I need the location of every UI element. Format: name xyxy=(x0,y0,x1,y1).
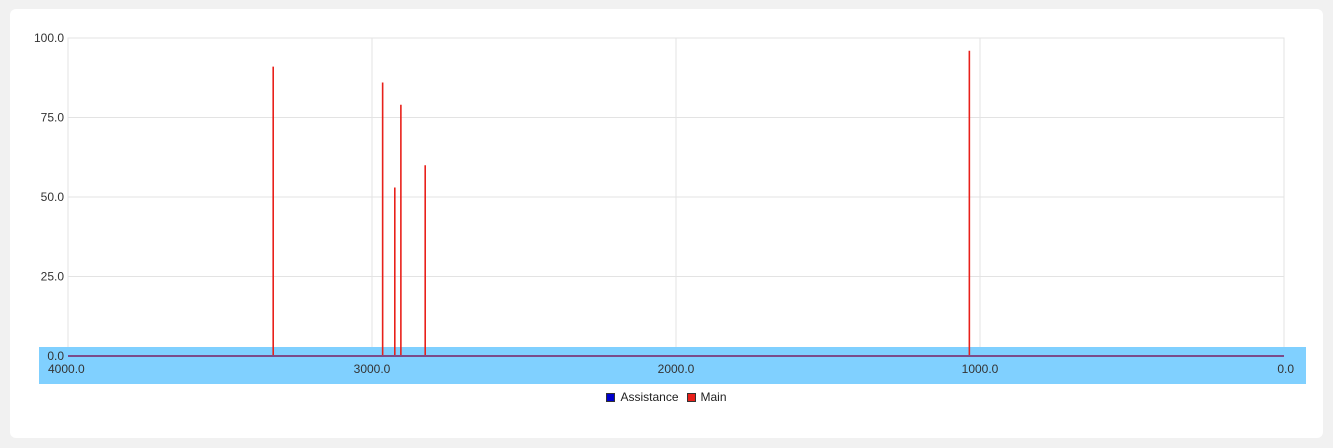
y-tick-label: 75.0 xyxy=(41,111,65,125)
legend-swatch-assistance xyxy=(606,392,616,402)
x-tick-label: 2000.0 xyxy=(658,362,695,376)
legend-swatch-main xyxy=(686,392,696,402)
legend-label-assistance: Assistance xyxy=(620,390,679,404)
y-tick-label: 100.0 xyxy=(34,31,64,45)
legend-item-main[interactable]: Main xyxy=(686,390,727,404)
legend-label-main: Main xyxy=(700,390,727,404)
y-tick-label: 0.0 xyxy=(47,349,64,363)
x-tick-label: 1000.0 xyxy=(962,362,999,376)
y-tick-label: 50.0 xyxy=(41,190,65,204)
legend-item-assistance[interactable]: Assistance xyxy=(606,390,679,404)
x-tick-label: 0.0 xyxy=(1277,362,1294,376)
x-tick-label: 3000.0 xyxy=(354,362,391,376)
x-axis-band xyxy=(39,347,1306,384)
y-tick-label: 25.0 xyxy=(41,270,65,284)
x-tick-label: 4000.0 xyxy=(48,362,85,376)
legend: Assistance Main xyxy=(0,390,1333,404)
